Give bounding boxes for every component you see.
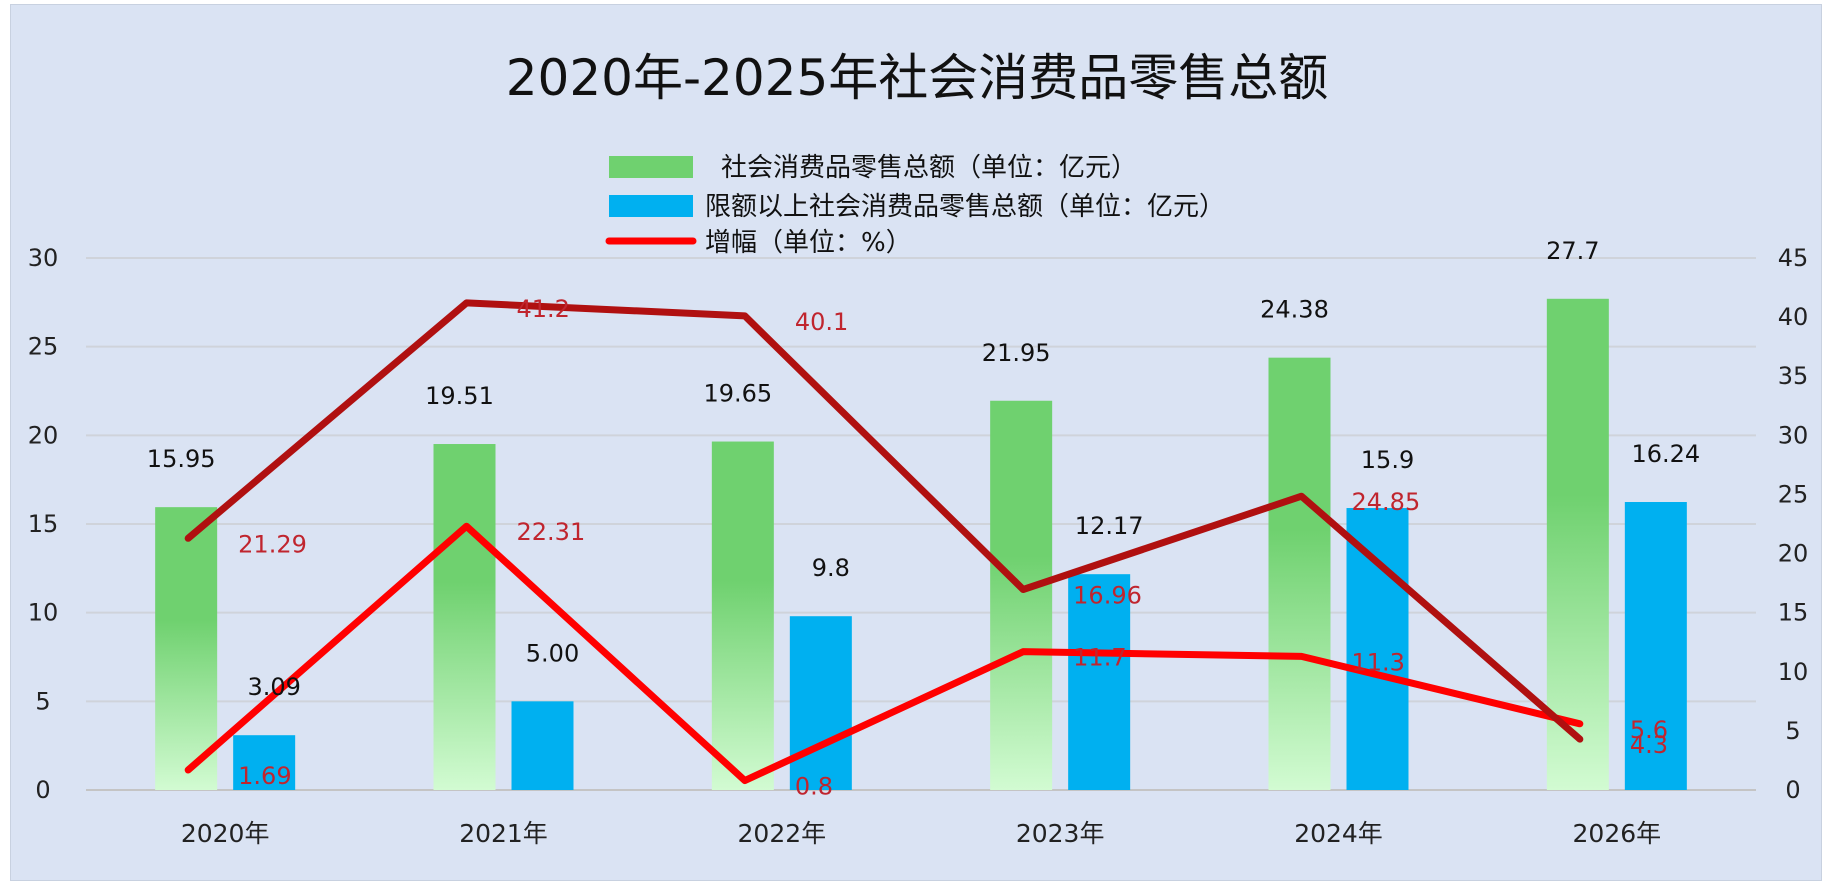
legend-swatch-total-retail <box>609 156 693 178</box>
left-axis-tick: 15 <box>28 510 59 538</box>
category-axis: 2020年 2021年 2022年 2023年 2024年 2026年 <box>181 819 1661 848</box>
bar-above-quota-retail <box>511 701 574 790</box>
line-data-label: 5.6 <box>1630 716 1668 744</box>
right-axis: 0 5 10 15 20 25 30 35 40 45 <box>1778 244 1809 804</box>
bar-above-quota-retail <box>1624 502 1687 790</box>
bar-label-total-retail: 24.38 <box>1260 296 1329 324</box>
bar-above-quota-retail <box>233 735 296 790</box>
bar-total-retail <box>711 441 774 790</box>
line-data-label: 1.69 <box>238 762 291 790</box>
right-axis-tick: 10 <box>1778 658 1809 686</box>
right-axis-tick: 30 <box>1778 421 1809 449</box>
chart-frame: 2020年-2025年社会消费品零售总额 社会消费品零售总额（单位：亿元） 限额以… <box>10 4 1822 881</box>
bar-label-total-retail: 15.95 <box>147 445 216 473</box>
chart-title: 2020年-2025年社会消费品零售总额 <box>506 49 1329 107</box>
category-label: 2023年 <box>1016 819 1105 848</box>
bar-label-total-retail: 21.95 <box>982 339 1051 367</box>
legend-label-total-retail: 社会消费品零售总额（单位：亿元） <box>721 153 1137 183</box>
left-axis-tick: 5 <box>35 687 50 715</box>
legend-label-growth-rate: 增幅（单位：%） <box>705 228 912 258</box>
bar-label-above-quota-retail: 3.09 <box>247 673 300 701</box>
category-label: 2020年 <box>181 819 270 848</box>
left-axis: 0 5 10 15 20 25 30 <box>28 244 59 804</box>
right-axis-tick: 20 <box>1778 540 1809 568</box>
bar-total-retail <box>1546 298 1609 790</box>
bar-label-total-retail: 19.51 <box>425 382 494 410</box>
line-growth-rate <box>184 522 1584 785</box>
bar-label-above-quota-retail: 15.9 <box>1361 446 1414 474</box>
bar-above-quota-retail <box>1068 574 1131 790</box>
legend: 社会消费品零售总额（单位：亿元） 限额以上社会消费品零售总额（单位：亿元） 增幅（单… <box>605 153 1225 258</box>
right-axis-tick: 40 <box>1778 303 1809 331</box>
left-axis-tick: 25 <box>28 333 59 361</box>
right-axis-tick: 45 <box>1778 244 1809 272</box>
bar-above-quota-retail <box>1346 508 1409 790</box>
right-axis-tick: 35 <box>1778 362 1809 390</box>
line-data-label: 11.7 <box>1073 644 1126 672</box>
legend-swatch-above-quota-retail <box>609 195 693 217</box>
bar-total-retail <box>990 400 1053 790</box>
right-axis-tick: 0 <box>1785 776 1800 804</box>
lines <box>184 299 1584 785</box>
left-axis-tick: 10 <box>28 599 59 627</box>
category-label: 2024年 <box>1294 819 1383 848</box>
bar-label-above-quota-retail: 12.17 <box>1075 512 1144 540</box>
legend-label-above-quota-retail: 限额以上社会消费品零售总额（单位：亿元） <box>705 192 1225 222</box>
line-data-label: 24.85 <box>1352 488 1421 516</box>
line-data-label: 16.96 <box>1073 581 1142 609</box>
line-data-label: 11.3 <box>1352 648 1405 676</box>
bar-label-total-retail: 27.7 <box>1546 237 1599 265</box>
line-data-label: 41.2 <box>517 295 570 323</box>
line-data-label: 40.1 <box>795 308 848 336</box>
right-axis-tick: 5 <box>1785 717 1800 745</box>
gridlines <box>86 257 1756 791</box>
line-data-label: 0.8 <box>795 773 833 801</box>
bar-label-above-quota-retail: 9.8 <box>812 554 850 582</box>
bar-above-quota-retail <box>789 616 852 790</box>
bar-total-retail <box>1268 357 1331 790</box>
right-axis-tick: 15 <box>1778 599 1809 627</box>
right-axis-tick: 25 <box>1778 480 1809 508</box>
chart: 2020年-2025年社会消费品零售总额 社会消费品零售总额（单位：亿元） 限额以… <box>28 49 1809 848</box>
category-label: 2021年 <box>459 819 548 848</box>
bars <box>155 298 1687 790</box>
bar-label-above-quota-retail: 5.00 <box>526 639 579 667</box>
line-data-label: 21.29 <box>238 530 307 558</box>
line-growth-rate-secondary <box>184 299 1584 743</box>
line-data-label: 22.31 <box>517 518 586 546</box>
left-axis-tick: 0 <box>35 776 50 804</box>
left-axis-tick: 30 <box>28 244 59 272</box>
left-axis-tick: 20 <box>28 421 59 449</box>
bar-label-total-retail: 19.65 <box>703 380 772 408</box>
line-data-label: 4.3 <box>1630 731 1668 759</box>
category-label: 2022年 <box>738 819 827 848</box>
bar-total-retail <box>155 507 218 790</box>
bar-total-retail <box>433 444 496 790</box>
data-labels: 15.95 3.09 19.51 5.00 19.65 9.8 21.95 12.17 24.3… <box>147 237 1700 801</box>
bar-label-above-quota-retail: 16.24 <box>1631 440 1700 468</box>
category-label: 2026年 <box>1573 819 1662 848</box>
